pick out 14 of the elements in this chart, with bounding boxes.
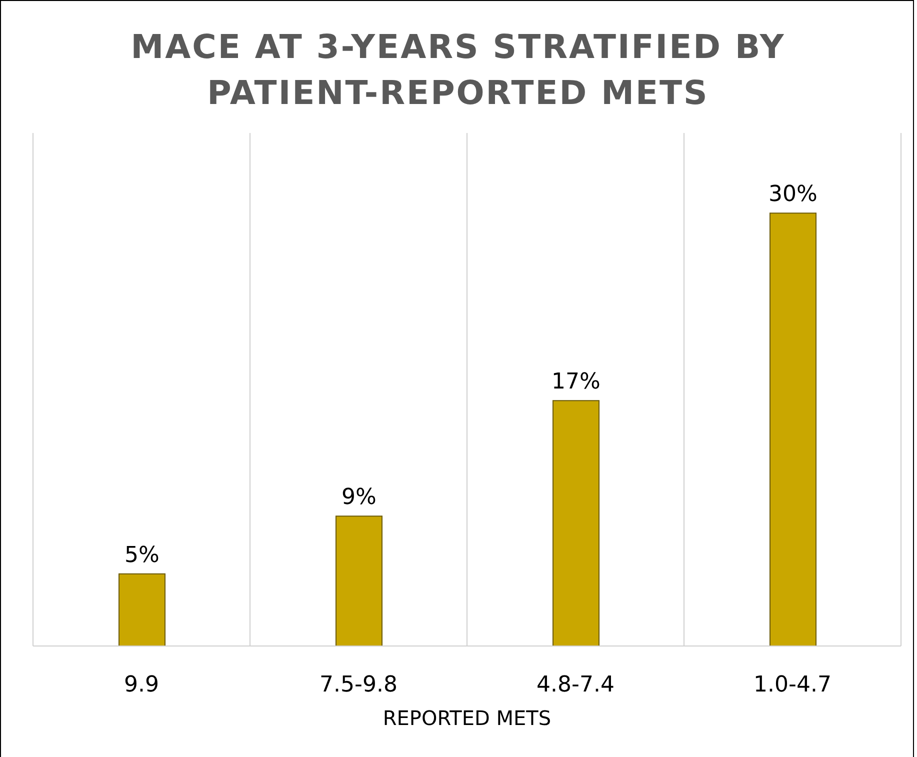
data-label: 17%	[552, 370, 600, 395]
data-label: 5%	[124, 542, 160, 568]
x-tick-label: 7.5-9.8	[320, 672, 398, 698]
bar	[336, 516, 382, 646]
bar	[118, 573, 166, 646]
data-label: 30%	[768, 182, 818, 208]
bar	[770, 212, 816, 646]
x-tick-label: 4.8-7.4	[536, 672, 614, 698]
bar	[552, 400, 600, 646]
chart-title: MACE AT 3-YEARS STRATIFIED BY PATIENT-REPORTED METS	[130, 26, 786, 114]
x-axis-title: REPORTED METS	[382, 706, 552, 730]
x-tick-label: 9.9	[124, 672, 159, 698]
data-label: 9%	[342, 485, 376, 510]
x-tick-label: 1.0-4.7	[754, 672, 832, 698]
